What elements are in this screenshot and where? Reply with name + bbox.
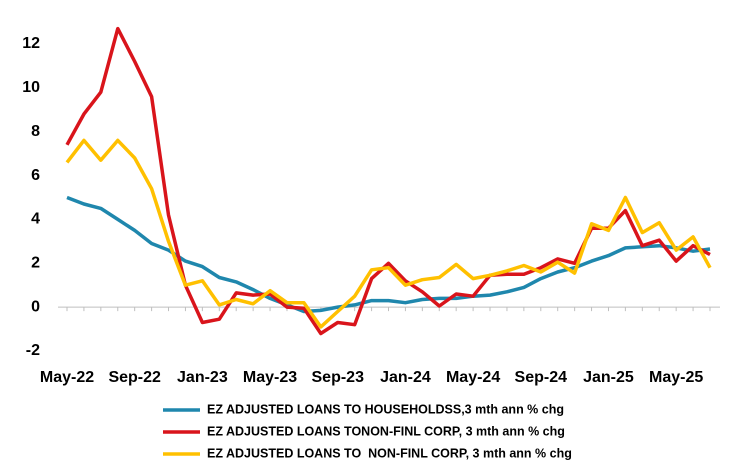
y-tick-label: 4 [31,211,40,228]
legend-label: EZ ADJUSTED LOANS TONON-FINL CORP, 3 mth… [207,424,565,438]
y-tick-label: -2 [26,342,40,359]
x-tick-label: Jan-24 [380,369,431,386]
y-tick-label: 12 [22,35,40,52]
x-tick-label: Jan-25 [583,369,634,386]
x-tick-label: May-22 [40,369,94,386]
x-tick-label: Sep-22 [108,369,161,386]
y-tick-label: 6 [31,167,40,184]
y-tick-label: 2 [31,254,40,271]
line-series [65,138,712,329]
y-tick-label: 8 [31,123,40,140]
x-tick-label: May-24 [446,369,500,386]
x-tick-label: Jan-23 [177,369,228,386]
line-series [65,26,711,336]
x-tick-label: May-23 [243,369,297,386]
y-tick-label: 10 [22,79,40,96]
y-tick-label: 0 [31,298,40,315]
x-tick-label: Sep-23 [312,369,365,386]
x-tick-label: May-25 [649,369,703,386]
line-series [66,195,711,314]
legend-label: EZ ADJUSTED LOANS TO HOUSEHOLDSS,3 mth a… [207,402,564,416]
x-tick-label: Sep-24 [515,369,568,386]
legend-label: EZ ADJUSTED LOANS TO NON-FINL CORP, 3 mt… [207,446,572,460]
